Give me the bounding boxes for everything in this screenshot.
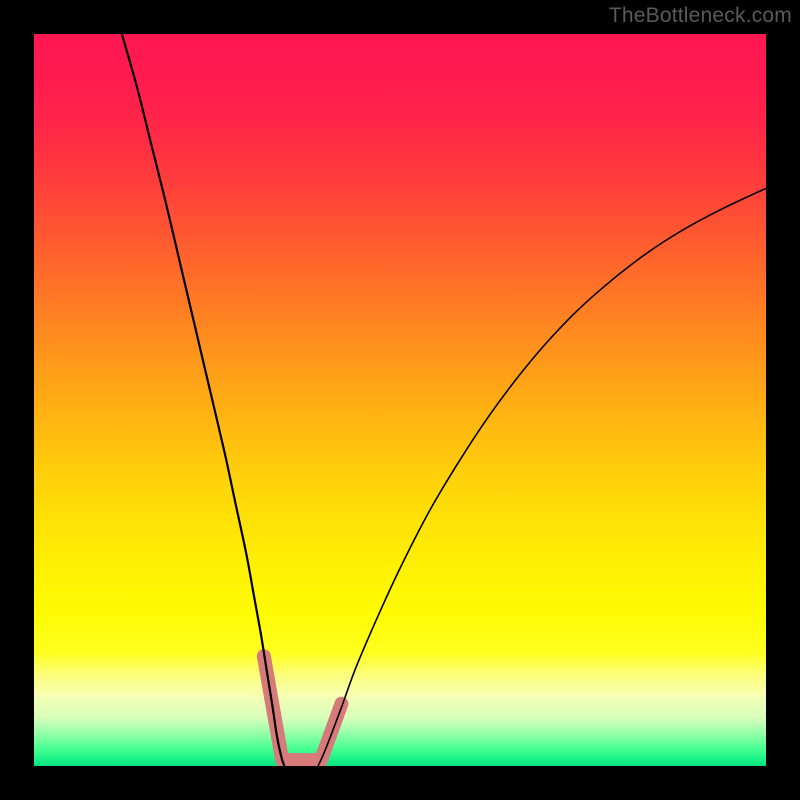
chart-stage: TheBottleneck.com xyxy=(0,0,800,800)
watermark-text: TheBottleneck.com xyxy=(609,4,792,28)
plot-background xyxy=(34,34,766,766)
bottleneck-chart xyxy=(0,0,800,800)
